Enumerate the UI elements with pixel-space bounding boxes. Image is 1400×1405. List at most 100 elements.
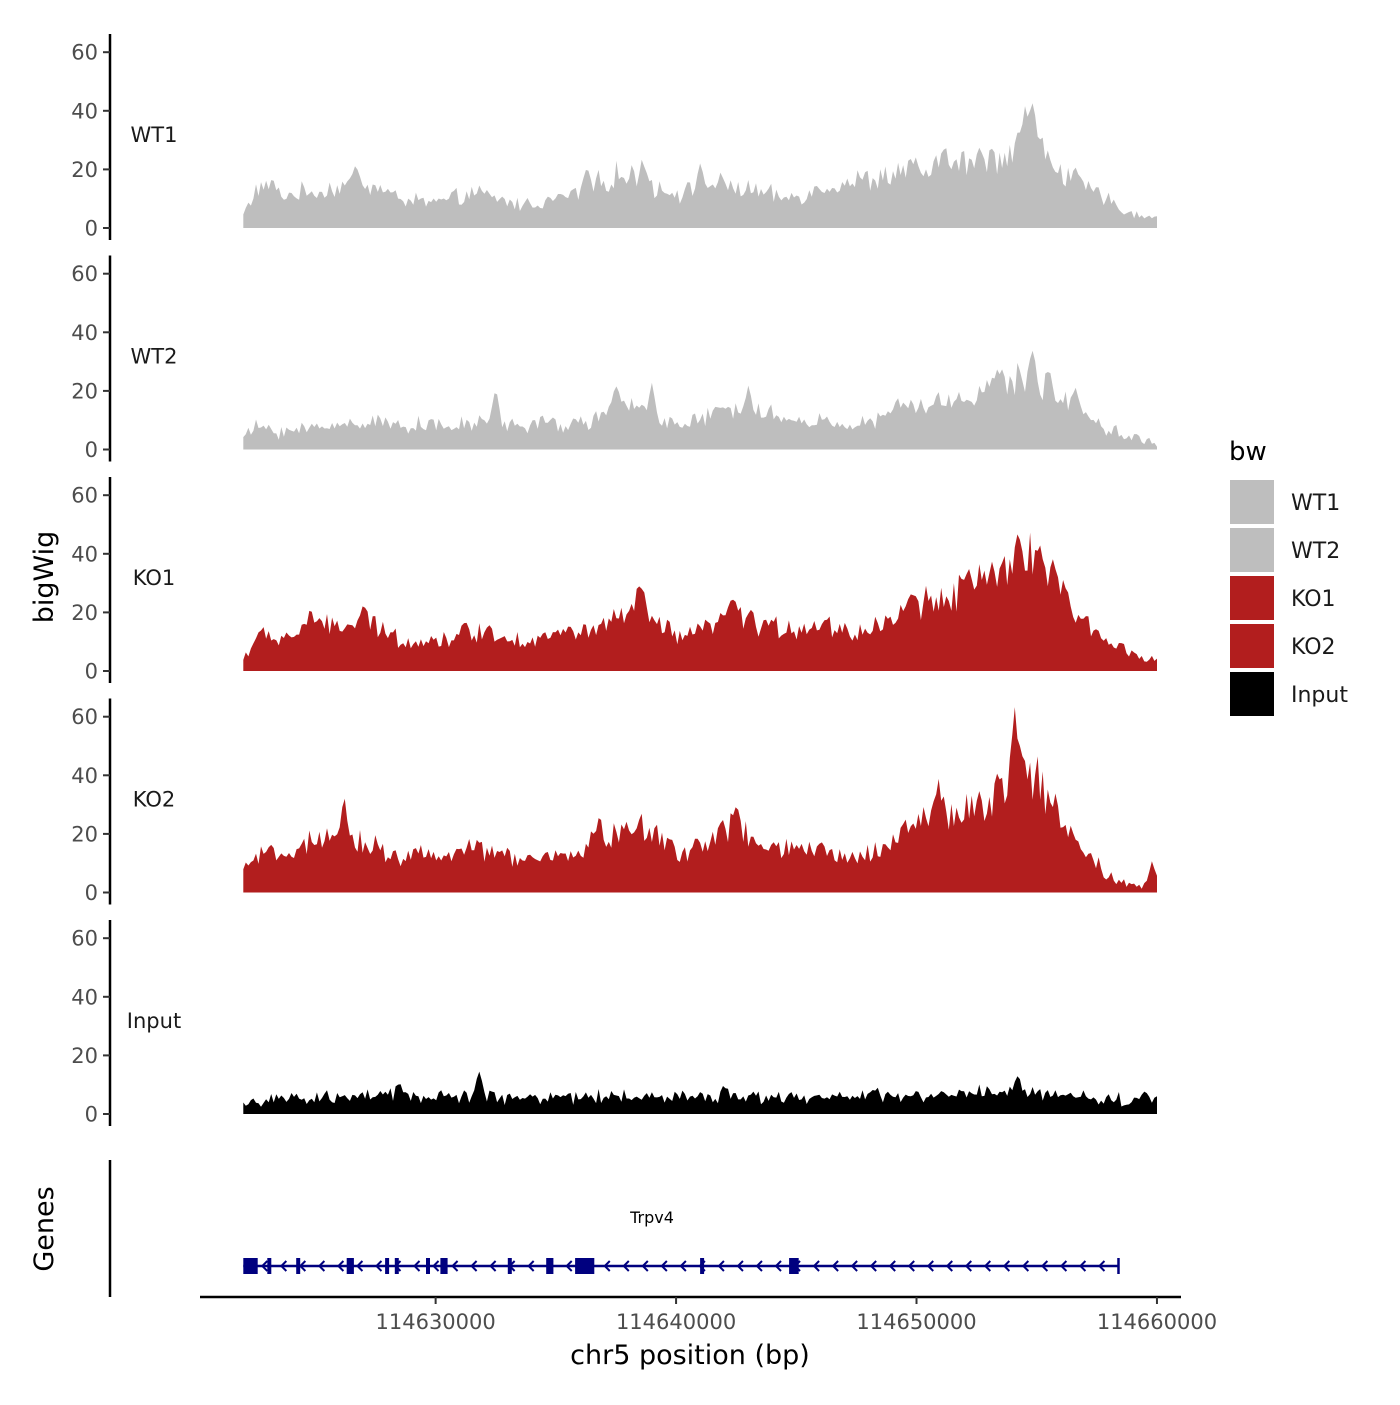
strand-arrow-icon	[451, 1260, 459, 1272]
strand-arrow-icon	[831, 1260, 839, 1272]
track-label-wt1: WT1	[131, 123, 178, 147]
strand-arrow-icon	[317, 1260, 326, 1272]
gene-track: Trpv4	[108, 1160, 1120, 1297]
track-label-wt2: WT2	[131, 345, 178, 369]
x-tick-label: 114650000	[856, 1310, 976, 1334]
panel-ko2: 0 20 40 60 KO2	[71, 698, 1158, 905]
strand-arrow-icon	[603, 1260, 611, 1272]
legend-swatch-ko2	[1230, 624, 1274, 668]
legend-label-wt2: WT2	[1291, 539, 1340, 564]
strand-arrow-icon	[945, 1260, 953, 1272]
strand-arrow-icon	[527, 1260, 535, 1272]
strand-arrow-icon	[755, 1260, 763, 1272]
exon	[346, 1258, 354, 1274]
y-tick-label: 0	[85, 1103, 98, 1127]
y-tick-label: 0	[85, 881, 98, 905]
strand-arrow-icon	[964, 1260, 972, 1272]
legend-label-ko2: KO2	[1291, 635, 1336, 660]
strand-arrow-icon	[489, 1260, 497, 1272]
y-tick-label: 20	[71, 822, 98, 846]
strand-arrow-icon	[774, 1260, 782, 1272]
y-tick-label: 0	[85, 660, 98, 684]
strand-arrow-icon	[622, 1260, 630, 1272]
y-tick-label: 60	[71, 484, 98, 508]
strand-arrow-icon	[850, 1260, 858, 1272]
strand-arrow-icon	[356, 1260, 364, 1272]
y-tick-label: 60	[71, 705, 98, 729]
y-axis-title: bigWig	[29, 531, 60, 624]
track-label-input: Input	[127, 1009, 181, 1033]
exon	[575, 1258, 595, 1274]
strand-arrow-icon	[1002, 1260, 1011, 1272]
strand-arrow-icon	[812, 1260, 820, 1272]
y-tick-label: 20	[71, 601, 98, 625]
strand-arrow-icon	[869, 1260, 877, 1272]
x-tick-label: 114660000	[1097, 1310, 1217, 1334]
exon	[789, 1258, 799, 1274]
y-tick-label: 20	[71, 1044, 98, 1068]
y-tick-label: 40	[71, 985, 98, 1009]
legend-swatch-wt1	[1230, 480, 1274, 524]
gene-label: Trpv4	[629, 1208, 674, 1227]
coverage-area-ko2	[243, 707, 1158, 893]
panel-wt1: 0 20 40 60 WT1	[71, 34, 1158, 241]
exon	[385, 1258, 390, 1274]
gene-track-title: Genes	[29, 1186, 60, 1271]
panel-input: 0 20 40 60 Input	[71, 920, 1158, 1127]
y-tick-label: 40	[71, 764, 98, 788]
coverage-area-ko1	[243, 532, 1158, 671]
exon	[296, 1258, 301, 1274]
exon	[700, 1258, 705, 1274]
exon	[440, 1258, 448, 1274]
y-tick-label: 40	[71, 321, 98, 345]
strand-arrow-icon	[1079, 1260, 1087, 1272]
strand-arrow-icon	[888, 1260, 896, 1272]
exon	[546, 1258, 554, 1274]
strand-arrow-icon	[298, 1260, 307, 1272]
x-tick-label: 114630000	[376, 1310, 496, 1334]
legend-label-wt1: WT1	[1291, 491, 1340, 516]
legend-label-ko1: KO1	[1291, 587, 1336, 612]
strand-arrow-icon	[260, 1260, 269, 1272]
strand-arrow-icon	[907, 1260, 915, 1272]
x-axis: 114630000 114640000 114650000 114660000	[200, 1295, 1217, 1334]
exon	[267, 1258, 272, 1274]
exon	[243, 1258, 258, 1274]
y-tick-label: 40	[71, 542, 98, 566]
strand-arrow-icon	[470, 1260, 478, 1272]
strand-arrow-icon	[926, 1260, 934, 1272]
y-tick-label: 0	[85, 438, 98, 462]
coverage-area-input	[243, 1071, 1158, 1114]
strand-arrow-icon	[983, 1260, 992, 1272]
strand-arrow-icon	[679, 1260, 687, 1272]
exon	[394, 1258, 399, 1274]
legend-title: bw	[1229, 437, 1267, 467]
strand-arrow-icon	[1059, 1260, 1068, 1272]
strand-arrow-icon	[1098, 1260, 1106, 1272]
y-tick-label: 0	[85, 217, 98, 241]
track-label-ko2: KO2	[133, 788, 176, 812]
exon	[507, 1258, 512, 1274]
strand-arrow-icon	[717, 1260, 725, 1272]
x-tick-label: 114640000	[616, 1310, 736, 1334]
y-tick-label: 60	[71, 41, 98, 65]
y-tick-label: 60	[71, 262, 98, 286]
y-tick-label: 20	[71, 379, 98, 403]
strand-arrow-icon	[432, 1260, 440, 1272]
legend: bw WT1 WT2 KO1 KO2 Input	[1229, 437, 1348, 716]
strand-arrow-icon	[336, 1260, 345, 1272]
strand-arrow-icon	[736, 1260, 744, 1272]
strand-arrow-icon	[375, 1260, 383, 1272]
panel-wt2: 0 20 40 60 WT2	[71, 255, 1158, 462]
strand-arrow-icon	[1021, 1260, 1030, 1272]
coverage-area-wt2	[243, 350, 1158, 450]
strand-arrow-icon	[641, 1260, 649, 1272]
y-tick-label: 40	[71, 99, 98, 123]
panel-ko1: 0 20 40 60 KO1	[71, 477, 1158, 684]
strand-arrow-icon	[279, 1260, 288, 1272]
legend-label-input: Input	[1291, 683, 1348, 708]
x-axis-title: chr5 position (bp)	[570, 1340, 810, 1371]
coverage-panels: 0 20 40 60 WT1 0 20 40 60 WT2 0 20 40 60 KO1 0 20 40 60 KO2…	[71, 34, 1158, 1127]
